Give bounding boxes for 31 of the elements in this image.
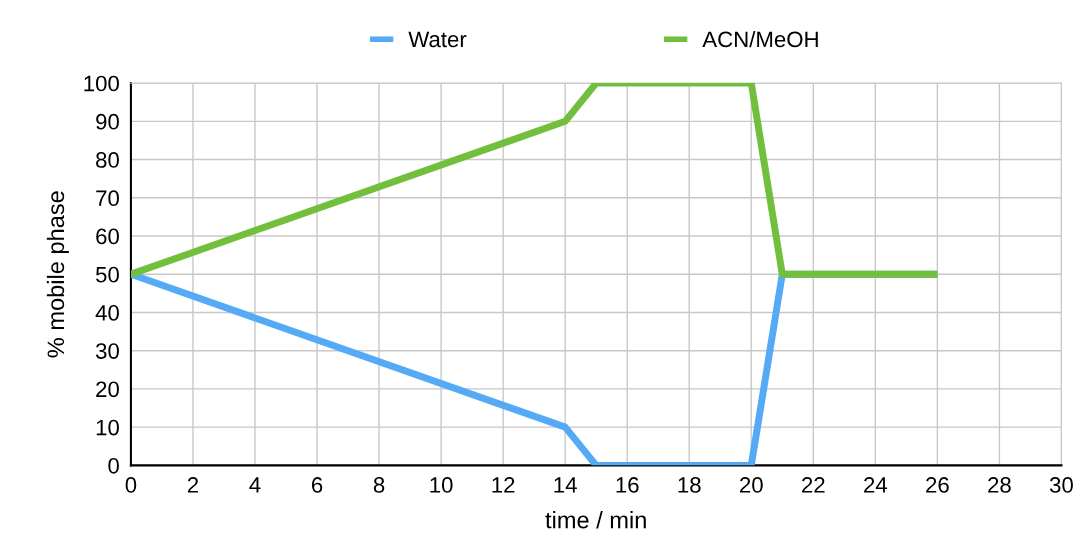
y-tick-label: 80 [96, 152, 119, 168]
x-tick-label: 24 [864, 477, 888, 493]
x-tick-label: 20 [740, 477, 763, 493]
x-tick-label: 0 [125, 477, 137, 493]
x-tick-label: 6 [311, 477, 323, 493]
x-tick-label: 12 [492, 477, 515, 493]
x-tick-label: 26 [926, 477, 949, 493]
y-tick-label: 60 [96, 228, 119, 245]
x-tick-label: 4 [249, 477, 261, 493]
x-tick-label: 30 [1049, 477, 1073, 493]
y-tick-label: 10 [96, 419, 119, 436]
x-tick-label: 16 [616, 477, 639, 493]
x-tick-label: 28 [988, 477, 1011, 493]
x-tick-label: 8 [373, 477, 385, 493]
y-tick-label: 20 [96, 381, 119, 398]
x-tick-label: 14 [554, 477, 577, 493]
y-tick-label: 30 [95, 343, 119, 359]
y-tick-label: 70 [96, 190, 119, 207]
x-tick-label: 22 [802, 477, 825, 493]
y-tick-label: 100 [84, 75, 119, 92]
y-axis-title: % mobile phase [46, 191, 69, 358]
y-tick-label: 40 [95, 304, 119, 321]
y-tick-label: 0 [108, 457, 119, 474]
y-tick-label: 90 [96, 113, 119, 130]
x-axis-title: time / min [545, 511, 646, 529]
x-tick-label: 18 [678, 477, 701, 493]
y-tick-label: 50 [95, 266, 119, 283]
x-tick-label: 10 [430, 477, 453, 493]
legend-label: ACN/MeOH [702, 30, 818, 48]
legend-label: Water [408, 31, 467, 48]
x-tick-label: 2 [187, 477, 199, 493]
